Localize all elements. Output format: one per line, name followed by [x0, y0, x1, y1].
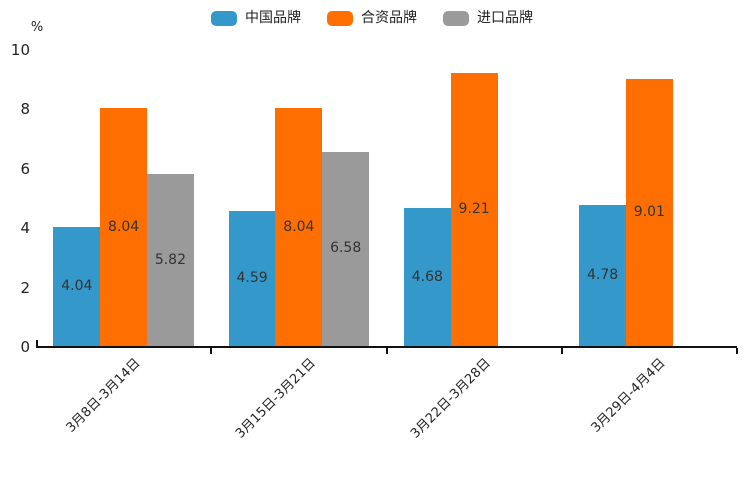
- legend: 中国品牌 合资品牌 进口品牌: [0, 10, 744, 26]
- x-axis-tick: [385, 348, 388, 354]
- bar-value-label: 4.68: [411, 268, 443, 285]
- bar-value-label: 9.21: [458, 201, 490, 218]
- bar-合资品牌-2: [450, 73, 498, 347]
- x-category-label: 3月15日-3月21日: [232, 355, 319, 442]
- legend-item-0[interactable]: 中国品牌: [211, 10, 301, 26]
- bar-进口品牌-1: [322, 151, 370, 347]
- y-tick-label: 2: [20, 278, 30, 297]
- x-category-label: 3月8日-3月14日: [63, 355, 144, 436]
- bar-value-label: 8.04: [108, 218, 140, 235]
- bar-value-label: 4.04: [61, 278, 93, 294]
- bar-中国品牌-2: [403, 208, 451, 347]
- x-axis-tick: [560, 348, 563, 354]
- bar-中国品牌-3: [579, 205, 626, 347]
- legend-swatch-icon: [443, 10, 469, 26]
- bar-中国品牌-0: [53, 227, 101, 347]
- legend-label: 中国品牌: [245, 10, 301, 26]
- bar-进口品牌-0: [147, 174, 194, 347]
- bar-合资品牌-1: [275, 108, 323, 347]
- axis-left-tick: [36, 340, 38, 347]
- y-tick-label: 10: [10, 41, 30, 59]
- bar-value-label: 4.59: [236, 269, 268, 286]
- bar-value-label: 4.78: [586, 267, 619, 284]
- x-axis-tick: [736, 348, 738, 354]
- y-tick-label: 0: [20, 338, 30, 356]
- bar-中国品牌-1: [228, 210, 276, 347]
- y-tick-label: 6: [20, 159, 30, 178]
- x-category-label: 3月22日-3月28日: [407, 355, 494, 442]
- legend-swatch-icon: [327, 10, 353, 26]
- x-axis-tick: [210, 348, 213, 354]
- legend-item-1[interactable]: 合资品牌: [327, 10, 417, 26]
- bar-合资品牌-0: [100, 108, 148, 347]
- x-category-label: 3月29日-4月4日: [588, 355, 669, 436]
- bar-value-label: 9.01: [633, 204, 665, 221]
- bar-value-label: 6.58: [330, 240, 362, 257]
- x-axis-line: [36, 346, 737, 348]
- bar-value-label: 8.04: [283, 218, 315, 235]
- legend-swatch-icon: [211, 10, 237, 26]
- y-axis-unit-label: %: [30, 20, 44, 35]
- y-tick-label: 8: [20, 100, 30, 119]
- legend-label: 进口品牌: [477, 10, 533, 26]
- y-tick-label: 4: [20, 219, 30, 238]
- legend-item-2[interactable]: 进口品牌: [443, 10, 533, 26]
- bar-value-label: 5.82: [154, 251, 186, 268]
- legend-label: 合资品牌: [361, 10, 417, 26]
- bar-合资品牌-3: [625, 79, 673, 347]
